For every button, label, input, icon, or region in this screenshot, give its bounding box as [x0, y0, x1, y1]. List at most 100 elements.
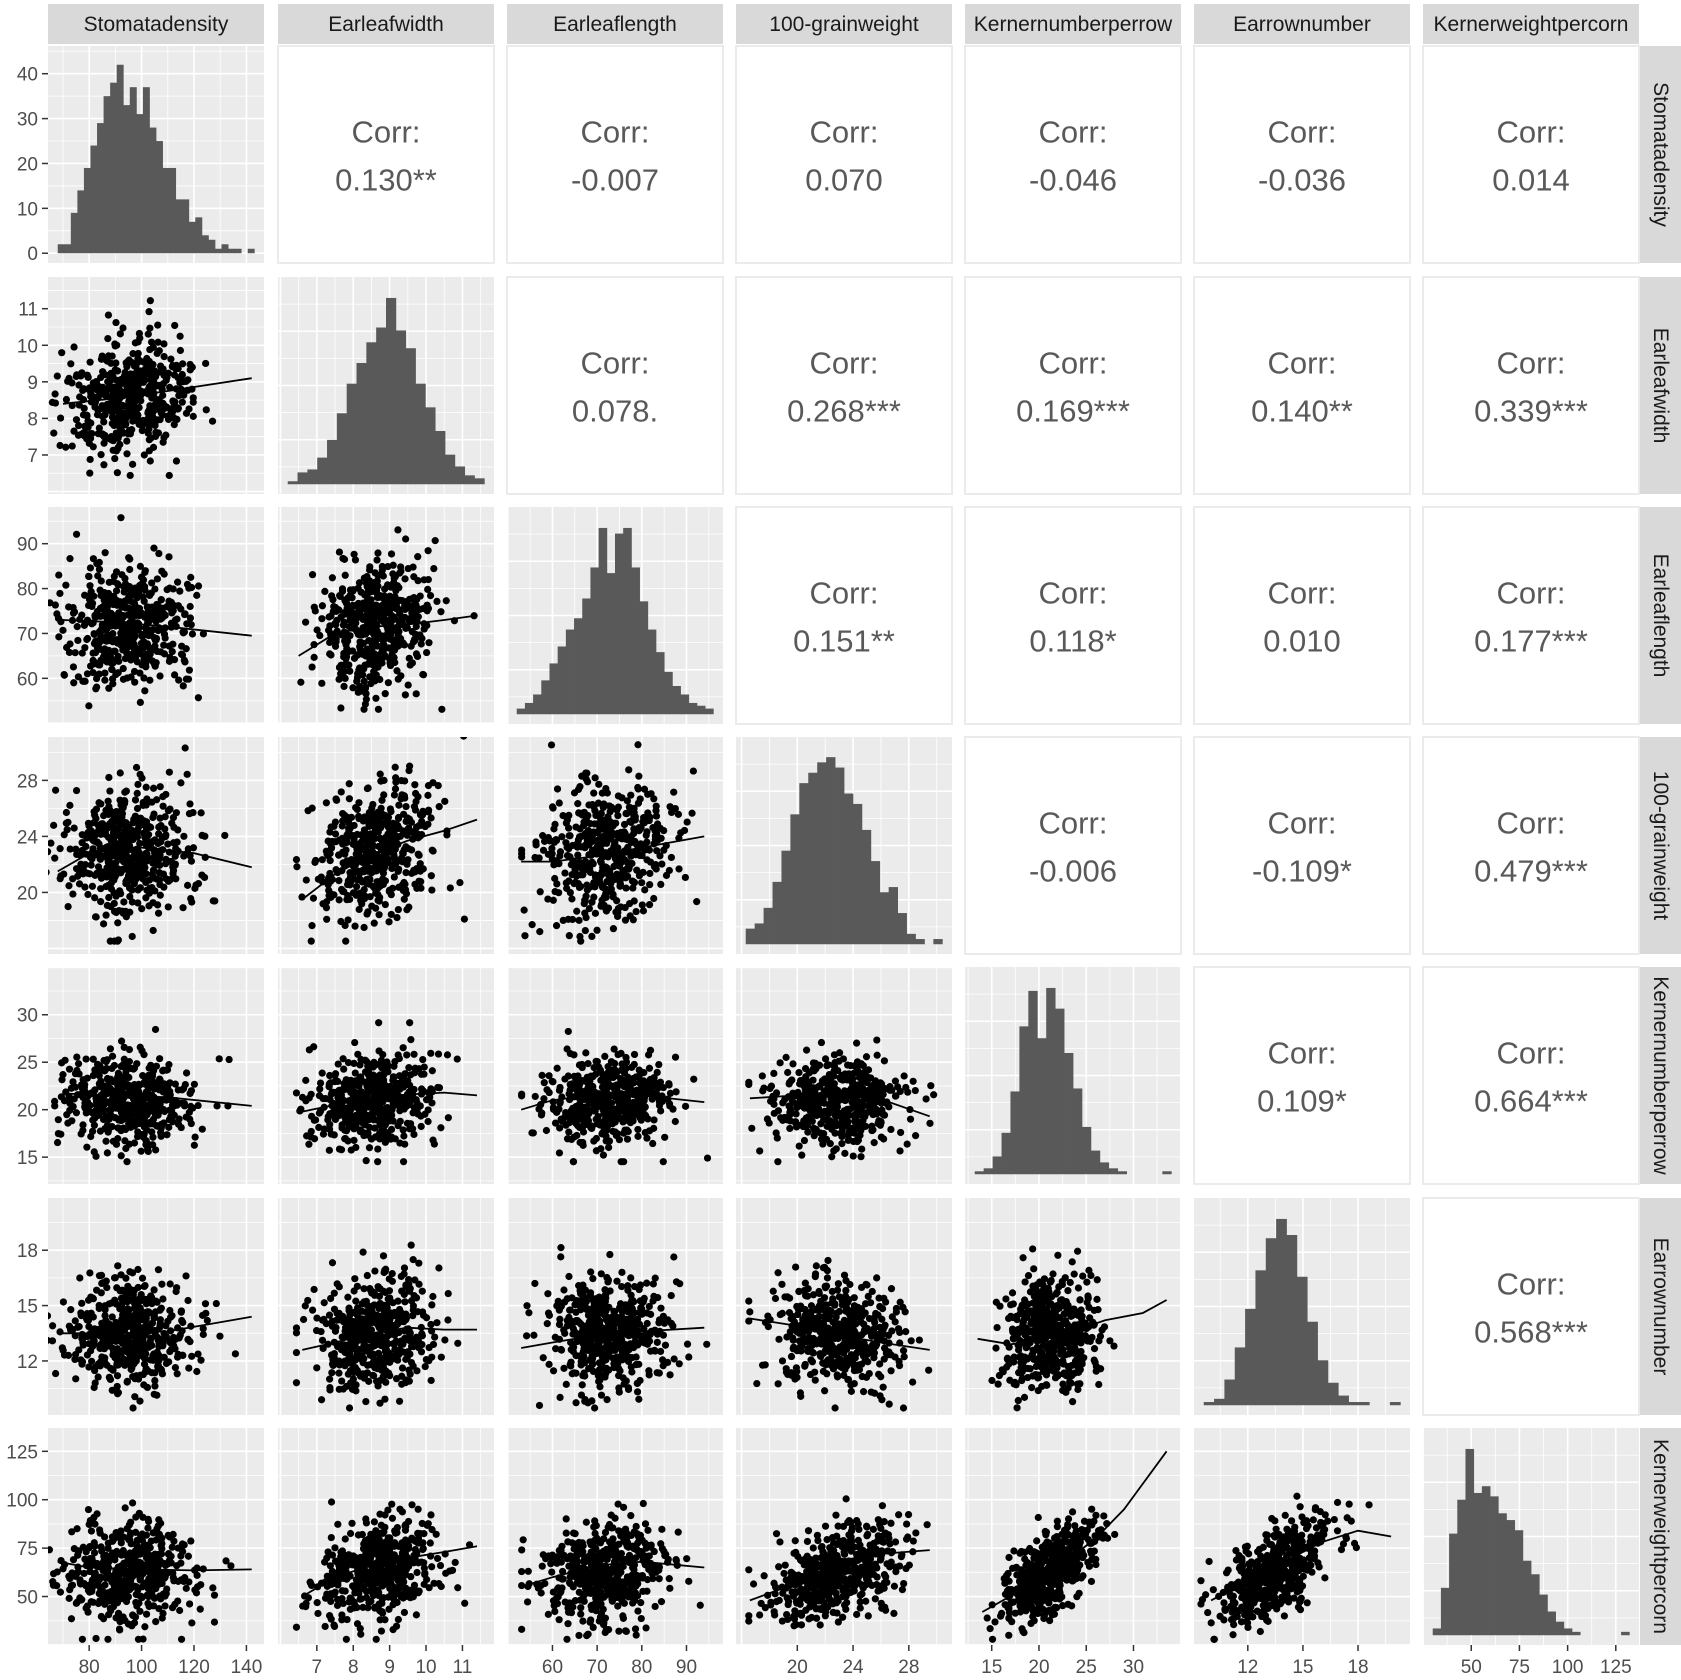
point-3-1-352 — [403, 906, 411, 914]
point-4-2-265 — [605, 1137, 614, 1145]
point-2-1-433 — [394, 631, 402, 640]
point-3-2-346 — [577, 809, 586, 817]
point-2-0-48 — [119, 664, 127, 673]
point-3-1-491 — [413, 864, 421, 873]
point-2-0-231 — [155, 549, 163, 558]
point-1-0-341 — [172, 457, 181, 465]
point-2-0-416 — [130, 667, 139, 676]
point-3-1-184 — [394, 867, 402, 875]
point-4-0-341 — [89, 1116, 97, 1124]
point-4-3-240 — [800, 1136, 809, 1145]
point-4-0-372 — [129, 1085, 137, 1093]
point-2-1-286 — [387, 550, 396, 558]
point-4-0-442 — [187, 1102, 195, 1110]
point-4-3-145 — [804, 1128, 812, 1136]
point-2-1-192 — [310, 641, 318, 649]
point-3-2-267 — [681, 873, 689, 882]
point-3-2-376 — [620, 820, 629, 829]
point-3-0-454 — [116, 796, 124, 804]
point-3-1-292 — [340, 811, 349, 819]
point-1-0-108 — [202, 406, 210, 414]
point-3-1-329 — [398, 791, 406, 799]
point-4-0-219 — [102, 1137, 110, 1145]
point-4-2-476 — [563, 1045, 571, 1053]
point-1-0-0 — [50, 429, 58, 437]
point-1-0-231 — [112, 318, 120, 327]
point-2-0-443 — [165, 597, 173, 605]
point-4-0-452 — [64, 1119, 72, 1127]
point-3-1-252 — [326, 828, 334, 836]
point-3-2-484 — [618, 835, 626, 843]
point-1-0-286 — [140, 451, 148, 459]
point-3-1-36 — [402, 802, 410, 811]
point-3-1-49 — [292, 855, 301, 864]
point-2-0-194 — [72, 530, 81, 538]
point-4-2-456 — [630, 1099, 639, 1107]
point-4-0-479 — [120, 1101, 128, 1109]
point-2-1-450 — [355, 666, 363, 674]
point-4-0-411 — [60, 1097, 69, 1105]
point-4-2-447 — [604, 1100, 612, 1108]
point-1-0-368 — [77, 372, 85, 380]
point-4-1-352 — [388, 1133, 396, 1141]
point-4-1-230 — [292, 1089, 301, 1097]
point-3-1-78 — [309, 894, 318, 902]
point-4-0-111 — [83, 1143, 91, 1151]
point-2-1-460 — [335, 606, 343, 614]
point-3-1-120 — [414, 850, 422, 858]
point-4-2-177 — [601, 1052, 609, 1061]
corr-value-1-3: 0.268*** — [787, 394, 901, 429]
point-3-2-173 — [547, 741, 556, 749]
point-2-1-389 — [356, 643, 364, 651]
point-4-0-117 — [72, 1109, 81, 1117]
point-3-2-64 — [520, 906, 528, 914]
hist-bar-3-17 — [897, 913, 907, 945]
point-2-0-445 — [143, 650, 151, 658]
point-3-2-144 — [627, 791, 635, 799]
point-1-0-478 — [84, 373, 92, 381]
point-3-0-465 — [83, 834, 91, 842]
point-4-1-441 — [326, 1079, 335, 1087]
point-1-0-440 — [105, 382, 114, 390]
point-1-0-346 — [99, 368, 107, 376]
point-3-1-326 — [435, 803, 443, 811]
point-2-1-121 — [350, 550, 358, 558]
point-4-1-468 — [364, 1062, 372, 1070]
point-2-0-477 — [104, 651, 112, 659]
point-4-1-469 — [326, 1110, 334, 1118]
point-2-1-440 — [407, 614, 415, 622]
point-2-1-398 — [372, 671, 380, 679]
point-3-2-345 — [582, 892, 590, 900]
point-2-1-362 — [409, 563, 417, 571]
point-4-2-437 — [612, 1105, 620, 1113]
point-4-2-165 — [690, 1075, 698, 1083]
point-3-1-466 — [404, 829, 412, 837]
point-2-0-395 — [90, 630, 98, 638]
point-3-2-413 — [586, 868, 595, 877]
corr-panel-2-5 — [1193, 506, 1411, 725]
point-3-0-381 — [149, 866, 158, 874]
corr-value-0-4: -0.046 — [1029, 163, 1117, 198]
point-4-0-433 — [198, 1125, 206, 1133]
point-4-1-285 — [334, 1060, 342, 1068]
point-4-0-493 — [117, 1081, 126, 1089]
point-3-1-90 — [375, 911, 383, 919]
hist-bar-3-0 — [745, 928, 756, 945]
point-3-1-441 — [343, 896, 351, 904]
point-3-0-484 — [51, 854, 59, 862]
point-3-0-495 — [114, 818, 122, 826]
point-2-1-13 — [401, 575, 409, 583]
point-2-0-491 — [141, 613, 149, 621]
point-3-0-361 — [139, 801, 147, 809]
point-2-1-458 — [401, 602, 409, 610]
corr-title-2-6: Corr: — [1497, 576, 1566, 611]
point-3-2-425 — [574, 851, 582, 859]
point-3-2-330 — [609, 893, 617, 901]
point-3-2-473 — [624, 859, 632, 867]
point-4-0-414 — [79, 1121, 87, 1129]
point-2-1-468 — [340, 661, 349, 669]
point-2-1-364 — [374, 571, 382, 580]
point-3-2-467 — [544, 835, 552, 843]
point-2-1-294 — [327, 651, 335, 659]
point-4-3-268 — [745, 1080, 753, 1089]
